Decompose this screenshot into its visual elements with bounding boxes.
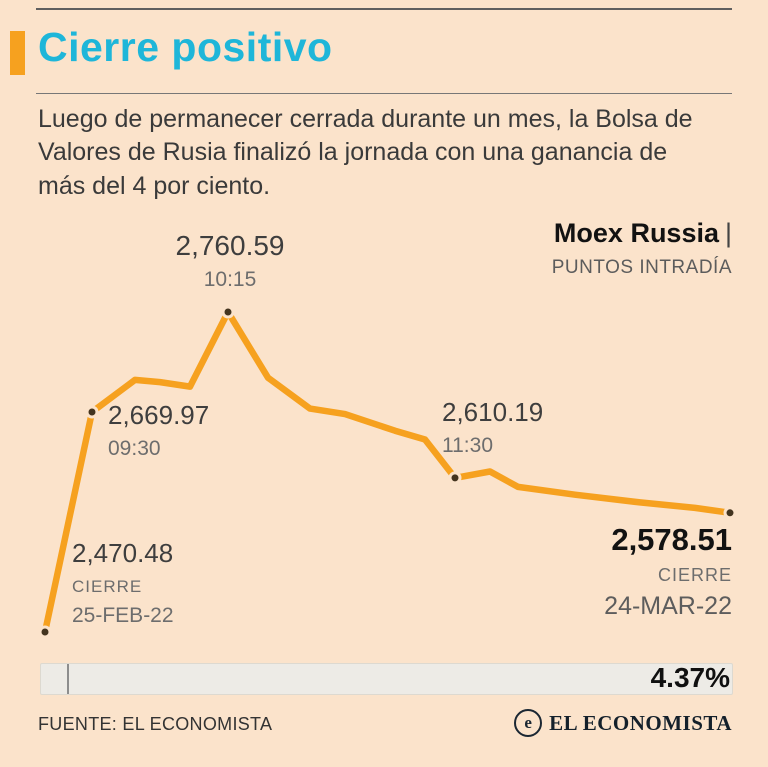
close-value: 2,578.51 <box>611 522 732 557</box>
bar-start-tick <box>67 664 69 694</box>
time-1130: 11:30 <box>442 434 493 457</box>
open-date: 25-FEB-22 <box>72 604 174 627</box>
annotation-peak: 2,760.59 10:15 <box>120 230 340 292</box>
open-value: 2,470.48 <box>72 538 174 568</box>
annotation-open: 2,470.48 CIERRE 25-FEB-22 <box>72 538 174 628</box>
close-date: 24-MAR-22 <box>604 592 732 620</box>
brand-e-icon: e <box>514 709 543 737</box>
peak-value: 2,760.59 <box>175 230 285 261</box>
change-bar <box>40 663 733 695</box>
line-chart-svg <box>38 305 737 639</box>
top-divider <box>36 8 732 10</box>
chart-subtitle: PUNTOS INTRADÍA <box>551 257 732 278</box>
value-0930: 2,669.97 <box>108 400 210 430</box>
brand-name: EL ECONOMISTA <box>549 710 732 735</box>
accent-block <box>10 31 25 75</box>
title-divider <box>36 93 732 94</box>
annotation-close: 2,578.51 CIERRE 24-MAR-22 <box>604 522 732 621</box>
intraday-line-chart: 2,760.59 10:15 2,669.97 09:30 2,610.19 1… <box>0 230 768 670</box>
open-label: CIERRE <box>72 577 143 596</box>
close-label: CIERRE <box>657 565 732 585</box>
description: Luego de permanecer cerrada durante un m… <box>38 105 693 200</box>
chart-title-separator: | <box>724 218 732 248</box>
annotation-0930: 2,669.97 09:30 <box>108 400 209 461</box>
chart-title: Moex Russia | <box>552 218 732 249</box>
page-title: Cierre positivo <box>38 24 333 70</box>
chart-header: Moex Russia | PUNTOS INTRADÍA <box>552 218 732 279</box>
change-percent: 4.37% <box>650 662 730 693</box>
time-0930: 09:30 <box>108 437 161 460</box>
annotation-1130: 2,610.19 11:30 <box>442 397 543 458</box>
value-1130: 2,610.19 <box>442 397 544 427</box>
source-credit: FUENTE: EL ECONOMISTA <box>38 714 273 734</box>
peak-time: 10:15 <box>203 268 257 291</box>
chart-title-text: Moex Russia <box>553 218 719 248</box>
brand-logo: e EL ECONOMISTA <box>514 709 732 737</box>
